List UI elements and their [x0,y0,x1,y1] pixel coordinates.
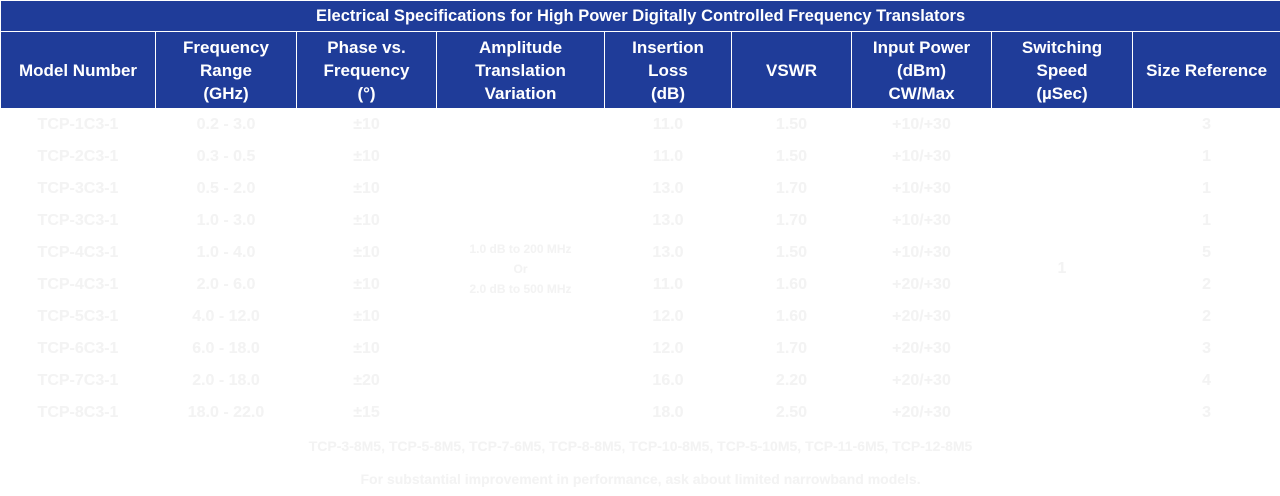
cell-insertion-loss: 18.0 [604,397,732,429]
table-row: TCP-8C3-1 18.0 - 22.0 ±15 18.0 2.50 +20/… [0,397,1280,429]
cell-insertion-loss: 13.0 [604,205,732,237]
footnote-row: TCP-3-8M5, TCP-5-8M5, TCP-7-6M5, TCP-8-8… [0,429,1280,462]
cell-vswr: 1.70 [731,205,852,237]
cell-vswr: 2.20 [731,365,852,397]
cell-input-power: +10/+30 [851,237,992,269]
table-row: TCP-3C3-1 0.5 - 2.0 ±10 13.0 1.70 +10/+3… [0,173,1280,205]
footnote-row: For substantial improvement in performan… [0,462,1280,495]
footnote-narrowband: For substantial improvement in performan… [0,462,1280,495]
header-insertion-loss: Insertion Loss (dB) [604,31,732,109]
cell-frequency: 1.0 - 3.0 [155,205,297,237]
cell-model: TCP-3C3-1 [0,173,156,205]
header-input-power: Input Power (dBm) CW/Max [851,31,992,109]
cell-frequency: 0.3 - 0.5 [155,141,297,173]
cell-vswr: 1.60 [731,301,852,333]
header-size-reference: Size Reference [1131,31,1280,109]
cell-vswr: 1.50 [731,108,852,141]
cell-size-reference: 4 [1132,365,1280,397]
header-row: Model Number Frequency Range (GHz) Phase v… [0,31,1280,109]
table-row: TCP-6C3-1 6.0 - 18.0 ±10 12.0 1.70 +20/+… [0,333,1280,365]
cell-model: TCP-7C3-1 [0,365,156,397]
cell-frequency: 1.0 - 4.0 [155,237,297,269]
footnote-model-list: TCP-3-8M5, TCP-5-8M5, TCP-7-6M5, TCP-8-8… [0,429,1280,462]
cell-input-power: +10/+30 [851,173,992,205]
cell-input-power: +20/+30 [851,397,992,429]
cell-phase: ±10 [296,237,437,269]
cell-frequency: 4.0 - 12.0 [155,301,297,333]
table-title: Electrical Specifications for High Power… [0,0,1280,32]
cell-input-power: +20/+30 [851,365,992,397]
cell-frequency: 6.0 - 18.0 [155,333,297,365]
cell-phase: ±10 [296,333,437,365]
cell-model: TCP-4C3-1 [0,237,156,269]
header-vswr: VSWR [731,31,852,109]
cell-size-reference: 1 [1132,173,1280,205]
cell-phase: ±10 [296,269,437,301]
cell-insertion-loss: 11.0 [604,141,732,173]
cell-vswr: 1.50 [731,237,852,269]
cell-phase: ±20 [296,365,437,397]
header-frequency-range: Frequency Range (GHz) [155,31,297,109]
cell-insertion-loss: 11.0 [604,269,732,301]
cell-phase: ±10 [296,205,437,237]
cell-vswr: 1.70 [731,333,852,365]
cell-model: TCP-2C3-1 [0,141,156,173]
cell-size-reference: 3 [1132,397,1280,429]
cell-size-reference: 1 [1132,205,1280,237]
cell-frequency: 0.5 - 2.0 [155,173,297,205]
cell-model: TCP-8C3-1 [0,397,156,429]
table-row: TCP-7C3-1 2.0 - 18.0 ±20 16.0 2.20 +20/+… [0,365,1280,397]
cell-insertion-loss: 13.0 [604,237,732,269]
cell-phase: ±10 [296,173,437,205]
switching-speed-value: 1 [991,108,1133,429]
cell-phase: ±10 [296,141,437,173]
table-row: TCP-3C3-1 1.0 - 3.0 ±10 13.0 1.70 +10/+3… [0,205,1280,237]
table-row: TCP-1C3-1 0.2 - 3.0 ±10 1.0 dB to 200 MH… [0,108,1280,429]
cell-size-reference: 2 [1132,269,1280,301]
cell-size-reference: 3 [1132,333,1280,365]
cell-input-power: +20/+30 [851,301,992,333]
cell-size-reference: 3 [1132,108,1280,141]
cell-input-power: +10/+30 [851,108,992,141]
cell-insertion-loss: 16.0 [604,365,732,397]
cell-frequency: 0.2 - 3.0 [155,108,297,141]
cell-frequency: 18.0 - 22.0 [155,397,297,429]
header-phase-vs-frequency: Phase vs. Frequency (°) [296,31,437,109]
cell-vswr: 1.70 [731,173,852,205]
cell-insertion-loss: 13.0 [604,173,732,205]
cell-frequency: 2.0 - 18.0 [155,365,297,397]
cell-input-power: +20/+30 [851,333,992,365]
cell-insertion-loss: 11.0 [604,108,732,141]
table-row: TCP-4C3-1 2.0 - 6.0 ±10 11.0 1.60 +20/+3… [0,269,1280,301]
cell-frequency: 2.0 - 6.0 [155,269,297,301]
header-switching-speed: Switching Speed (µSec) [991,31,1133,109]
header-model-number: Model Number [0,31,156,109]
cell-model: TCP-4C3-1 [0,269,156,301]
cell-vswr: 1.60 [731,269,852,301]
cell-size-reference: 1 [1132,141,1280,173]
cell-phase: ±10 [296,108,437,141]
cell-vswr: 2.50 [731,397,852,429]
cell-insertion-loss: 12.0 [604,333,732,365]
cell-input-power: +20/+30 [851,269,992,301]
table-row: TCP-2C3-1 0.3 - 0.5 ±10 11.0 1.50 +10/+3… [0,141,1280,173]
cell-size-reference: 2 [1132,301,1280,333]
cell-input-power: +10/+30 [851,205,992,237]
cell-phase: ±10 [296,301,437,333]
amplitude-variation-note: 1.0 dB to 200 MHz Or 2.0 dB to 500 MHz [436,108,605,429]
cell-vswr: 1.50 [731,141,852,173]
header-amplitude-translation: Amplitude Translation Variation [436,31,605,109]
cell-model: TCP-5C3-1 [0,301,156,333]
cell-insertion-loss: 12.0 [604,301,732,333]
cell-model: TCP-1C3-1 [0,108,156,141]
cell-size-reference: 5 [1132,237,1280,269]
table-row: TCP-4C3-1 1.0 - 4.0 ±10 13.0 1.50 +10/+3… [0,237,1280,269]
cell-model: TCP-3C3-1 [0,205,156,237]
cell-phase: ±15 [296,397,437,429]
table-row: TCP-5C3-1 4.0 - 12.0 ±10 12.0 1.60 +20/+… [0,301,1280,333]
cell-input-power: +10/+30 [851,141,992,173]
title-row: Electrical Specifications for High Power… [0,0,1280,32]
cell-model: TCP-6C3-1 [0,333,156,365]
